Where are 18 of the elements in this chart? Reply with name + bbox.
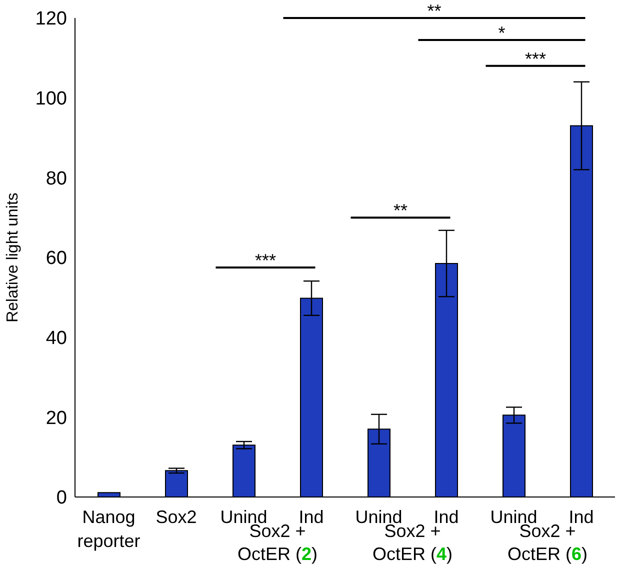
- y-tick-label: 40: [46, 328, 67, 350]
- annotation: **: [393, 200, 408, 221]
- x-tick-label: Ind: [568, 507, 594, 527]
- y-tick-label: 20: [46, 408, 67, 429]
- x-tick-label: Ind: [434, 507, 459, 527]
- y-tick-label: 120: [35, 8, 67, 30]
- y-tick-label: 80: [46, 168, 67, 190]
- y-tick-label: 100: [35, 88, 67, 110]
- y-tick-label: 0: [56, 488, 67, 509]
- y-tick-label: 60: [46, 248, 67, 270]
- x-tick-label: Sox2: [156, 507, 197, 527]
- x-tick-label: Ind: [298, 507, 324, 527]
- annotation: ***: [524, 48, 546, 69]
- y-axis-title: Relative light units: [4, 192, 22, 322]
- annotation: ***: [254, 250, 276, 270]
- x-tick-label: Nanog reporter: [77, 507, 140, 551]
- annotation: **: [427, 1, 442, 21]
- annotation: *: [498, 22, 506, 43]
